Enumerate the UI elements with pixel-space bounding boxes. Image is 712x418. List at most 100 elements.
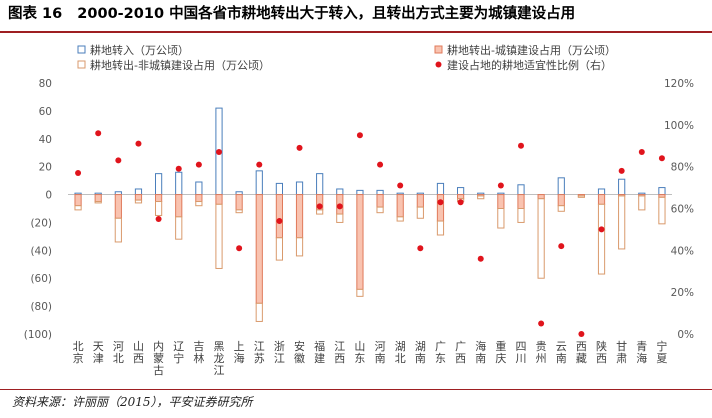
bar-transfer-in [316,173,324,196]
bar-transfer-in [517,184,525,196]
ratio-dot [95,130,102,137]
ratio-dot [638,149,645,156]
right-tick-label: 40% [671,245,694,257]
category-label: 安徽 [294,339,305,365]
category-label: 山西 [133,340,144,365]
bar-transfer-out-urban [155,194,163,203]
category-label: 浙江 [274,340,285,365]
category-label: 湖南 [415,340,426,365]
bar-transfer-out-urban [215,194,223,205]
ratio-dot [497,182,504,189]
bar-transfer-out-nonurban [376,206,384,214]
ratio-dot [437,199,444,206]
bar-transfer-out-nonurban [416,206,424,219]
legend-swatch [77,45,86,54]
bar-transfer-out-urban [396,194,404,218]
legend-label: 耕地转出-非城镇建设占用（万公顷） [90,58,270,72]
bar-transfer-out-urban [537,194,545,200]
category-label: 重庆 [495,339,506,365]
left-tick-label: (40) [30,245,52,257]
ratio-dot [397,182,404,189]
category-label: 吉林 [193,340,204,365]
bar-transfer-out-urban [557,194,565,207]
category-label: 河北 [113,340,124,365]
bar-transfer-out-urban [497,194,505,210]
bar-transfer-in [557,177,565,196]
bar-transfer-out-nonurban [638,195,646,211]
bar-transfer-in [658,187,666,196]
category-label: 广东 [435,340,446,365]
legend-swatch [77,60,86,69]
category-labels: 北京天津河北山西内蒙古辽宁吉林黑龙江上海江苏浙江安徽福建江西山东河南湖北湖南广东… [73,339,668,377]
category-label: 陕西 [596,339,607,365]
bar-transfer-out-nonurban [215,203,223,269]
legend-label: 建设占地的耕地适宜性比例（右） [447,58,612,72]
legend-item: 耕地转出-城镇建设占用（万公顷） [434,43,616,57]
legend-label: 耕地转出-城镇建设占用（万公顷） [447,43,616,57]
ratio-dot [538,320,545,327]
right-tick-label: 100% [664,120,694,132]
ratio-dot [276,218,283,225]
title-divider [0,31,712,33]
legend-item: 耕地转入（万公顷） [77,43,189,57]
left-tick-label: 0 [45,190,52,202]
right-tick-label: 20% [671,287,694,299]
bar-transfer-out-nonurban [155,201,163,216]
bar-transfer-in [175,171,183,196]
figure-number: 图表 16 [8,6,63,22]
bar-transfer-out-urban [134,194,143,201]
ratio-dot [236,245,243,252]
right-tick-label: 60% [671,204,694,216]
ratio-dot [598,226,605,233]
bar-transfer-out-urban [356,194,364,290]
bar-transfer-out-nonurban [295,237,304,257]
left-tick-label: 60 [39,106,52,118]
legend-item: 耕地转出-非城镇建设占用（万公顷） [77,58,270,72]
ratio-dot [477,255,484,262]
legend-swatch [434,45,443,54]
ratio-dot [356,132,363,139]
bar-transfer-out-urban [275,194,283,239]
bar-transfer-out-nonurban [497,208,505,229]
category-label: 江西 [334,340,345,365]
legend-swatch [435,61,442,68]
bar-transfer-out-urban [175,194,183,218]
bar-transfer-out-nonurban [275,237,283,261]
right-tick-label: 120% [664,78,694,90]
ratio-dot [518,142,524,149]
left-tick-label: 80 [39,78,52,90]
category-label: 广西 [455,340,466,365]
bar-transfer-in [155,173,163,196]
left-tick-label: 40 [39,134,52,146]
bar-series [68,107,672,322]
ratio-dot [558,243,565,250]
category-label: 内蒙古 [153,339,164,377]
bar-transfer-out-urban [255,194,263,304]
bar-transfer-out-nonurban [618,195,626,250]
figure-title: 图表 16 2000-2010 中国各省市耕地转出大于转入，且转出方式主要为城镇… [0,0,712,30]
dot-series [75,130,665,337]
legend: 耕地转入（万公顷） 耕地转出-城镇建设占用（万公顷） 耕地转出-非城镇建设占用（万公… [77,43,616,72]
bar-transfer-in [134,188,143,196]
category-label: 贵州 [536,340,547,365]
legend-label: 耕地转入（万公顷） [90,43,189,57]
category-label: 黑龙江 [214,340,225,377]
ratio-dot [658,155,665,162]
bar-transfer-out-nonurban [557,205,565,212]
bar-transfer-in [436,182,445,196]
bar-transfer-out-urban [114,194,122,219]
ratio-dot [175,165,182,172]
category-label: 西藏 [576,340,587,365]
category-label: 上海 [234,340,245,365]
bar-transfer-out-urban [517,194,525,210]
category-label: 宁夏 [656,339,667,365]
bar-transfer-out-nonurban [477,195,485,200]
bar-transfer-out-nonurban [396,216,404,222]
ratio-dot [457,199,464,206]
ratio-dot [155,215,162,222]
source-divider [0,389,712,390]
legend-item: 建设占地的耕地适宜性比例（右） [435,58,612,72]
category-label: 海南 [475,339,486,365]
category-label: 青海 [636,340,647,365]
